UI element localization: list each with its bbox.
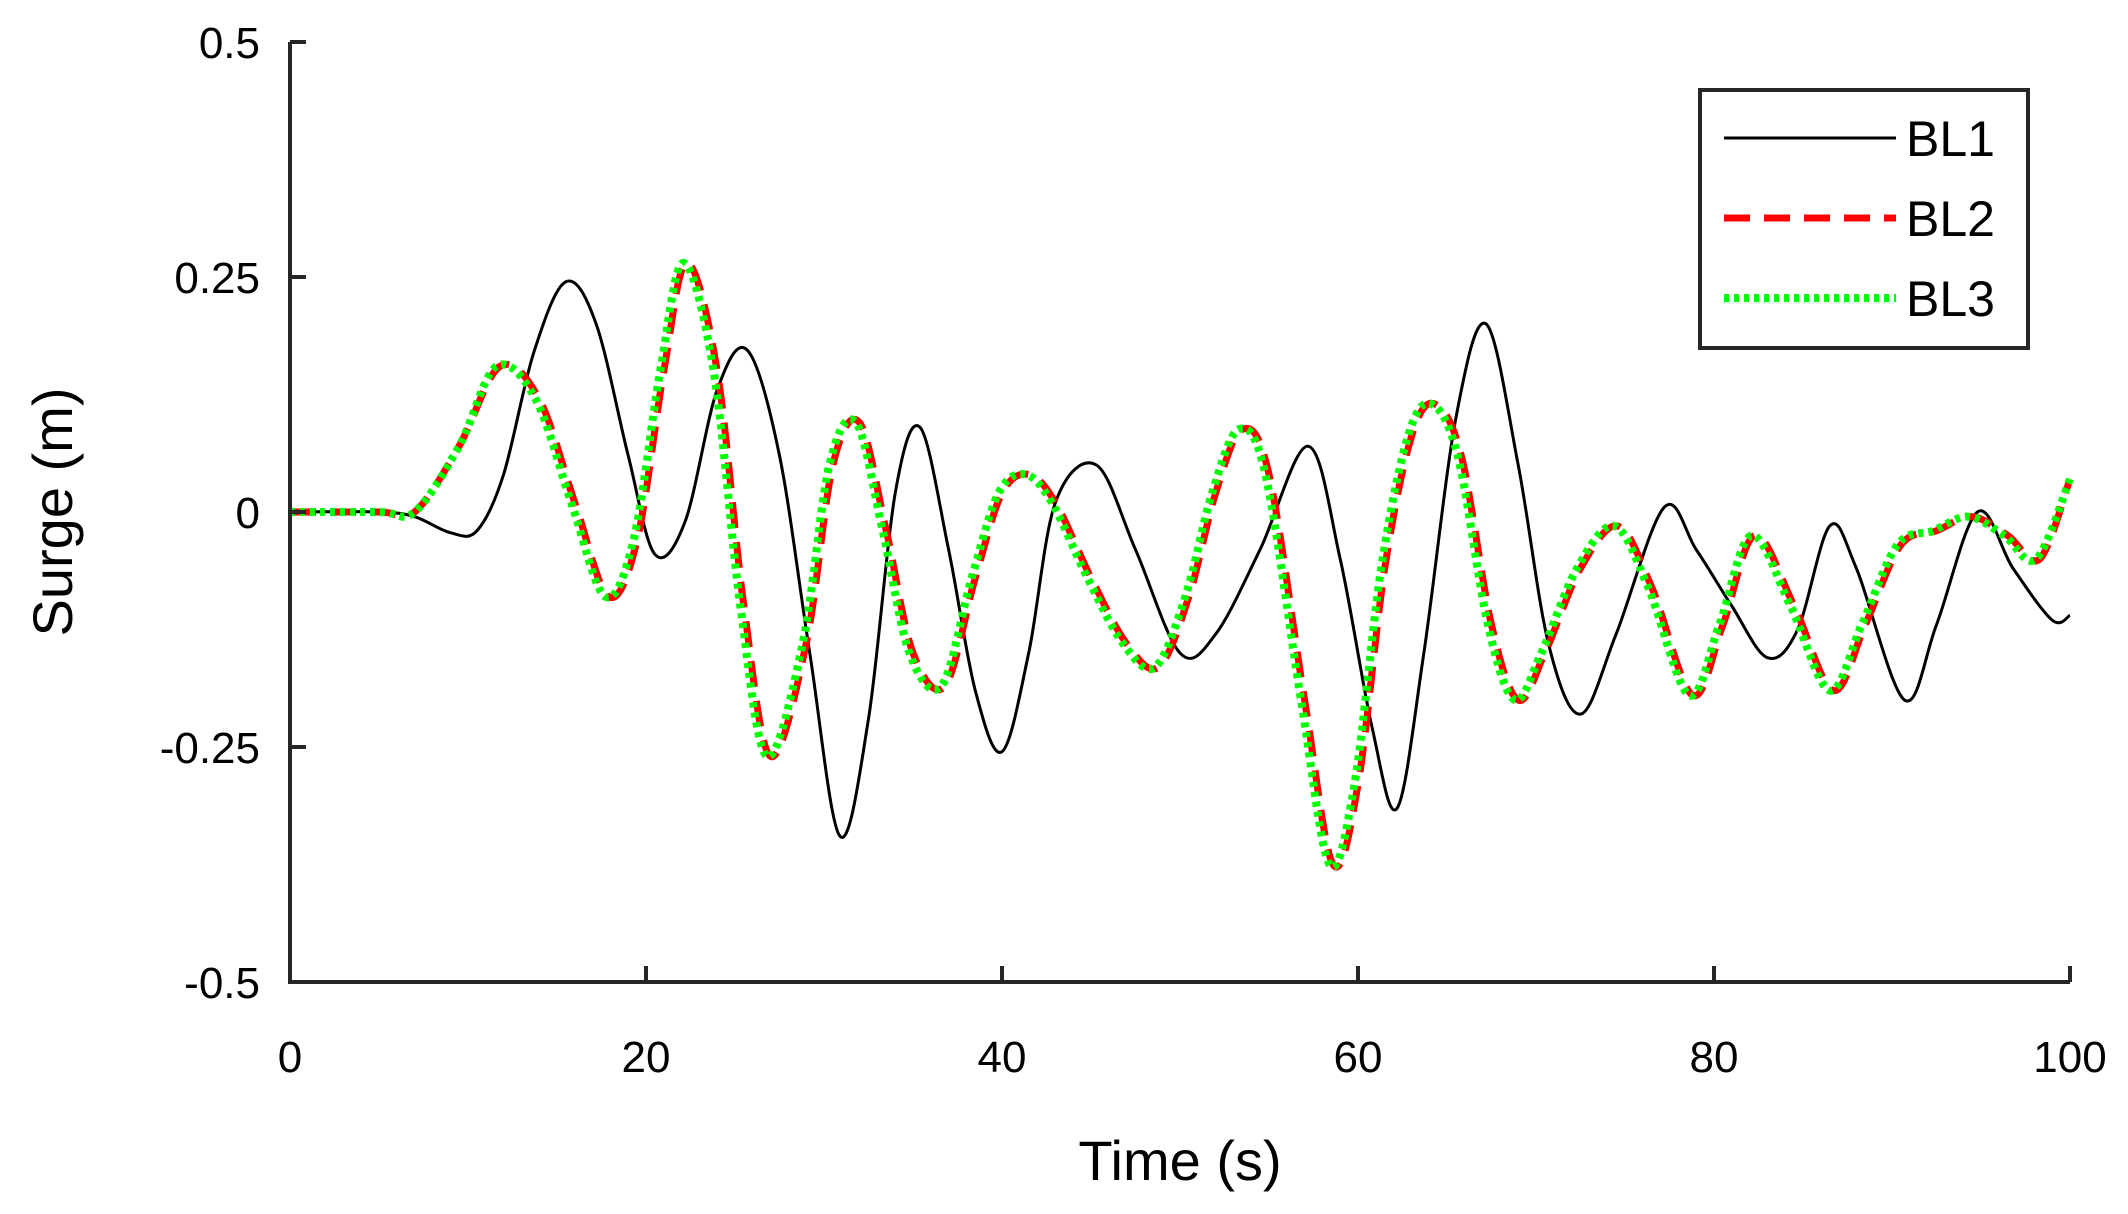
x-tick-label: 0 xyxy=(278,1033,302,1082)
axes-layer: 0 20 40 60 80 100 -0.5 -0.25 0 0.25 0.5 xyxy=(160,19,2107,1082)
legend-label-bl3: BL3 xyxy=(1906,271,1995,327)
y-tick-label: 0.5 xyxy=(199,19,260,68)
x-tick-label: 60 xyxy=(1334,1033,1383,1082)
x-tick-label: 100 xyxy=(2033,1033,2106,1082)
y-tick-label: -0.5 xyxy=(184,959,260,1008)
legend-label-bl2: BL2 xyxy=(1906,191,1995,247)
y-tick-label: 0.25 xyxy=(174,254,260,303)
x-tick-label: 20 xyxy=(622,1033,671,1082)
series-layer xyxy=(289,258,2074,871)
legend-label-bl1: BL1 xyxy=(1906,111,1995,167)
legend: BL1 BL2 BL3 xyxy=(1698,88,2030,350)
x-tick-label: 40 xyxy=(978,1033,1027,1082)
y-tick-label: 0 xyxy=(236,489,260,538)
x-axis-title: Time (s) xyxy=(1078,1129,1281,1192)
y-axis-title: Surge (m) xyxy=(21,388,84,637)
series-line-bl1 xyxy=(289,279,2071,839)
y-tick-label: -0.25 xyxy=(160,724,260,773)
series-line-bl3 xyxy=(289,258,2074,871)
x-tick-label: 80 xyxy=(1690,1033,1739,1082)
series-line-bl2 xyxy=(289,259,2074,871)
